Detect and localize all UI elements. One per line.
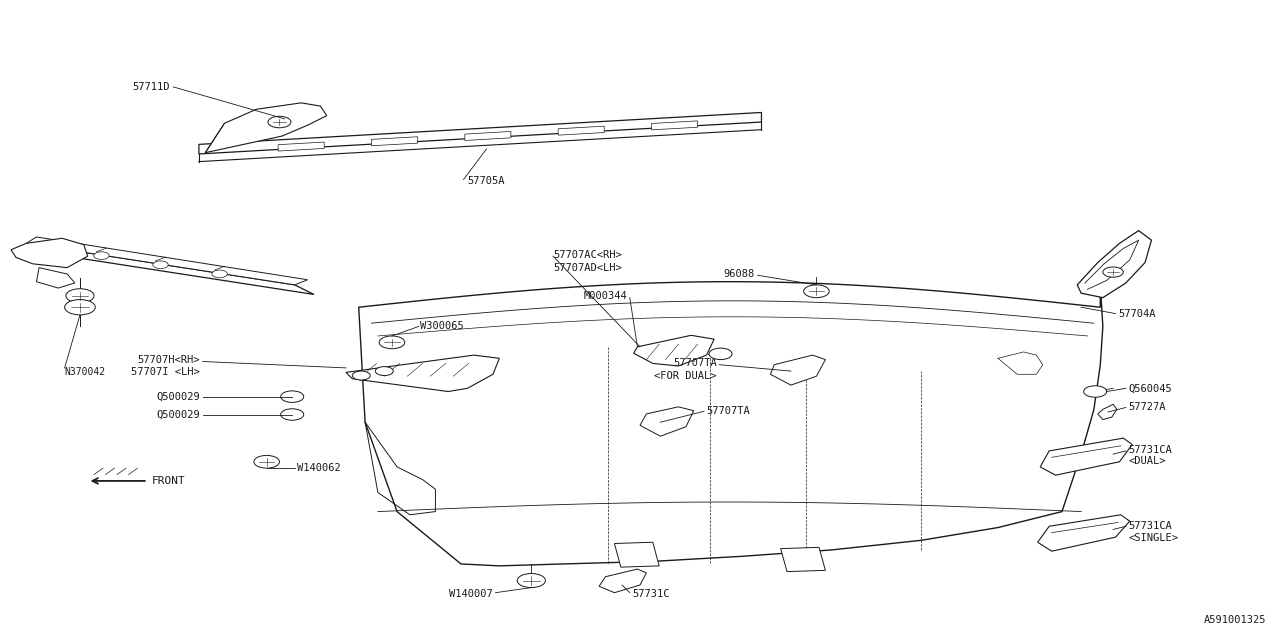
Text: A591001325: A591001325 xyxy=(1204,615,1266,625)
Circle shape xyxy=(93,252,109,259)
Polygon shape xyxy=(634,335,714,366)
Text: 57704A: 57704A xyxy=(1119,308,1156,319)
Text: 57707H<RH>: 57707H<RH> xyxy=(138,355,200,365)
Text: 96088: 96088 xyxy=(723,269,755,279)
Circle shape xyxy=(379,336,404,349)
Circle shape xyxy=(375,367,393,376)
Text: W140007: W140007 xyxy=(449,589,493,599)
Circle shape xyxy=(64,300,95,315)
Text: W300065: W300065 xyxy=(420,321,463,332)
Polygon shape xyxy=(599,569,646,593)
Text: 57731CA: 57731CA xyxy=(1129,521,1172,531)
Text: 57707TA: 57707TA xyxy=(707,406,750,417)
Text: FRONT: FRONT xyxy=(151,476,186,486)
Polygon shape xyxy=(27,243,314,294)
Text: 57707AD<LH>: 57707AD<LH> xyxy=(553,262,622,273)
Polygon shape xyxy=(198,113,762,154)
Polygon shape xyxy=(652,121,698,130)
Text: Q560045: Q560045 xyxy=(1129,383,1172,394)
Polygon shape xyxy=(371,137,417,146)
Polygon shape xyxy=(27,237,307,285)
Polygon shape xyxy=(465,131,511,140)
Circle shape xyxy=(212,270,228,278)
Text: Q500029: Q500029 xyxy=(156,392,200,402)
Text: 57705A: 57705A xyxy=(467,176,504,186)
Polygon shape xyxy=(1038,515,1130,551)
Polygon shape xyxy=(1041,438,1133,475)
Text: N370042: N370042 xyxy=(64,367,106,378)
Text: 57711D: 57711D xyxy=(132,82,169,92)
Polygon shape xyxy=(12,238,87,268)
Polygon shape xyxy=(558,126,604,135)
Polygon shape xyxy=(205,103,326,153)
Text: <FOR DUAL>: <FOR DUAL> xyxy=(654,371,717,381)
Circle shape xyxy=(804,285,829,298)
Circle shape xyxy=(253,456,279,468)
Circle shape xyxy=(1103,267,1124,277)
Polygon shape xyxy=(640,407,694,436)
Text: W140062: W140062 xyxy=(297,463,340,473)
Polygon shape xyxy=(346,355,499,392)
Polygon shape xyxy=(781,547,826,572)
Text: 57707TA: 57707TA xyxy=(673,358,717,369)
Text: M000344: M000344 xyxy=(584,291,627,301)
Polygon shape xyxy=(37,268,74,288)
Text: <SINGLE>: <SINGLE> xyxy=(1129,532,1179,543)
Circle shape xyxy=(517,573,545,588)
Circle shape xyxy=(1084,386,1107,397)
Text: 57707AC<RH>: 57707AC<RH> xyxy=(553,250,622,260)
Polygon shape xyxy=(278,142,324,151)
Circle shape xyxy=(268,116,291,128)
Circle shape xyxy=(152,261,168,269)
Polygon shape xyxy=(771,355,826,385)
Circle shape xyxy=(280,409,303,420)
Text: 57731CA: 57731CA xyxy=(1129,445,1172,454)
Text: 57731C: 57731C xyxy=(632,589,669,599)
Text: Q500029: Q500029 xyxy=(156,410,200,419)
Circle shape xyxy=(280,391,303,403)
Text: 57727A: 57727A xyxy=(1129,403,1166,413)
Text: 57707I <LH>: 57707I <LH> xyxy=(132,367,200,378)
Text: <DUAL>: <DUAL> xyxy=(1129,456,1166,466)
Circle shape xyxy=(65,289,93,303)
Polygon shape xyxy=(1078,230,1152,298)
Circle shape xyxy=(709,348,732,360)
Circle shape xyxy=(352,371,370,380)
Polygon shape xyxy=(614,542,659,567)
Polygon shape xyxy=(358,282,1103,566)
Polygon shape xyxy=(1098,404,1117,420)
